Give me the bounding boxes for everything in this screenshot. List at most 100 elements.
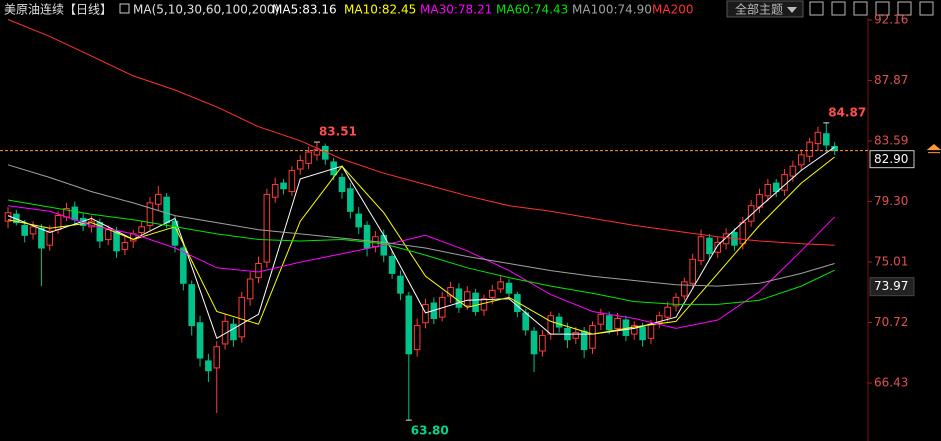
candle-body xyxy=(697,236,705,262)
candle-body xyxy=(280,182,287,190)
candle-body xyxy=(188,284,195,327)
candle-body xyxy=(355,213,362,228)
ma-line xyxy=(7,199,835,305)
candle-body xyxy=(522,312,530,331)
candle-body xyxy=(163,196,170,224)
tool-button[interactable] xyxy=(919,1,934,16)
period: 【日线】 xyxy=(64,3,112,17)
candle-body xyxy=(614,318,621,329)
candle-body xyxy=(230,323,237,341)
candle-body xyxy=(572,332,580,339)
candle-body xyxy=(647,323,655,339)
y-tick-label: 92.16 xyxy=(874,13,908,27)
candle-body xyxy=(413,325,421,351)
candle-body xyxy=(305,151,312,164)
ma-line xyxy=(7,205,835,329)
y-tick-label: 66.43 xyxy=(874,376,908,390)
candle-body xyxy=(363,224,371,249)
y-tick-label: 75.01 xyxy=(874,254,908,268)
candle-body xyxy=(747,205,755,222)
candle-body xyxy=(739,222,747,245)
plot: 83.51 84.87 63.80 xyxy=(4,19,866,438)
candle-body xyxy=(397,275,404,294)
candle-body xyxy=(238,296,246,338)
tool-button[interactable] xyxy=(853,1,868,16)
candle-body xyxy=(589,325,596,349)
ma-line xyxy=(7,164,835,287)
candle-body xyxy=(338,176,346,193)
candle-body xyxy=(672,296,680,307)
marker-price-label: 73.97 xyxy=(874,279,908,293)
candle-body xyxy=(213,346,221,369)
y-tick-label: 70.72 xyxy=(874,315,908,329)
candle-body xyxy=(347,188,354,212)
legend-entry: MA10:82.45 xyxy=(344,3,416,17)
candle-body xyxy=(656,315,663,324)
chart-title: 美原油连续 xyxy=(4,2,64,17)
indicator: MA(5,10,30,60,100,200) xyxy=(133,3,279,17)
candle-body xyxy=(155,193,162,205)
candle-body xyxy=(313,148,321,156)
candle-body xyxy=(597,313,605,325)
candle-body xyxy=(13,213,20,224)
legend-entry: MA100:74.90 xyxy=(572,3,652,17)
theme-menu[interactable] xyxy=(726,0,804,18)
candle-body xyxy=(455,288,463,308)
candle-body xyxy=(288,169,296,193)
y-tick-label: 87.87 xyxy=(874,73,908,87)
dropdown-arrow xyxy=(787,7,797,13)
candle-body xyxy=(472,292,479,312)
candle-body xyxy=(630,325,638,335)
candle-body xyxy=(388,255,396,274)
candle-body xyxy=(205,360,212,372)
candle-body xyxy=(714,241,722,253)
theme-menu-label: 全部主题 xyxy=(735,2,783,17)
candle-body xyxy=(555,316,563,328)
candle-body xyxy=(480,298,488,311)
ma-line xyxy=(7,19,835,246)
candle-body xyxy=(530,330,538,355)
candle-body xyxy=(539,334,546,352)
candle-body xyxy=(689,258,697,284)
last-price-box xyxy=(869,150,915,169)
tool-button[interactable] xyxy=(897,1,912,16)
candle-body xyxy=(255,263,262,279)
indicator-icon[interactable] xyxy=(119,3,130,14)
toolbar xyxy=(809,1,934,16)
candle-body xyxy=(497,281,504,290)
candle-body xyxy=(296,160,304,170)
candle-body xyxy=(463,291,471,307)
y-tick-label: 83.59 xyxy=(874,133,908,147)
y-tick-label: 79.30 xyxy=(874,194,908,208)
candle-body xyxy=(823,133,830,146)
annotation: 84.87 xyxy=(828,105,866,119)
candle-body xyxy=(104,229,112,241)
ma-line xyxy=(7,146,835,340)
candle-body xyxy=(547,315,555,335)
candle-body xyxy=(639,326,646,341)
candle-body xyxy=(772,182,780,193)
candle-body xyxy=(722,233,730,245)
candle-body xyxy=(21,224,28,236)
tool-button[interactable] xyxy=(875,1,890,16)
candle-body xyxy=(764,184,772,197)
candle-body xyxy=(138,226,145,233)
annotation: 83.51 xyxy=(319,125,357,139)
candle-body xyxy=(797,154,805,166)
candle-body xyxy=(263,193,271,263)
tool-button[interactable] xyxy=(831,1,846,16)
candle-body xyxy=(664,306,671,318)
candle-body xyxy=(180,247,187,284)
candle-body xyxy=(71,206,79,221)
candle-body xyxy=(814,131,822,145)
legend-entry: MA5:83.16 xyxy=(272,3,337,17)
candle-body xyxy=(246,278,254,300)
candle-body xyxy=(221,320,229,345)
candle-body xyxy=(706,237,713,255)
candle-body xyxy=(271,184,279,198)
last-price-arrow xyxy=(926,144,941,154)
candle-body xyxy=(405,295,413,355)
candle-body xyxy=(121,241,129,250)
candle-body xyxy=(505,282,513,294)
tool-button[interactable] xyxy=(809,1,824,16)
